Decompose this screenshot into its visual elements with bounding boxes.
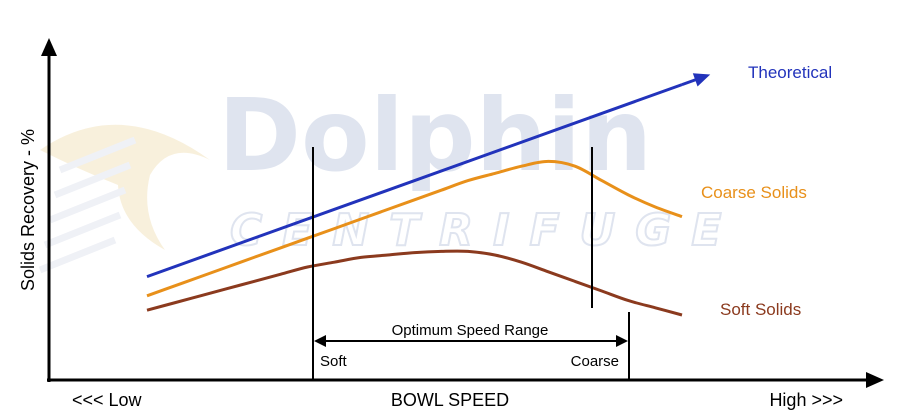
coarse-solids-series-line xyxy=(146,159,683,298)
theoretical-series-line xyxy=(146,83,683,279)
theoretical-arrowhead xyxy=(692,73,711,87)
theoretical-series-label: Theoretical xyxy=(748,63,832,82)
x-low-label: <<< Low xyxy=(72,390,143,410)
optimum-range-arrow xyxy=(314,335,628,347)
watermark-brand: Dolphin xyxy=(218,77,652,194)
x-axis xyxy=(47,372,884,388)
soft-range-label: Soft xyxy=(320,353,348,370)
dolphin-logo-icon xyxy=(38,124,210,274)
x-high-label: High >>> xyxy=(769,390,843,410)
series-layer: Theoretical Coarse Solids Soft Solids xyxy=(146,63,832,319)
watermark: Dolphin CENTRIFUGE xyxy=(38,77,741,274)
coarse-solids-series-label: Coarse Solids xyxy=(701,183,807,202)
watermark-sub: CENTRIFUGE xyxy=(230,205,741,256)
x-axis-label: BOWL SPEED xyxy=(391,390,509,410)
soft-solids-series-label: Soft Solids xyxy=(720,300,801,319)
soft-solids-series-line xyxy=(146,249,683,317)
y-axis-label: Solids Recovery - % xyxy=(18,129,38,291)
y-axis xyxy=(41,38,57,382)
optimum-range-label: Optimum Speed Range xyxy=(392,322,549,339)
coarse-range-label: Coarse xyxy=(571,353,619,370)
